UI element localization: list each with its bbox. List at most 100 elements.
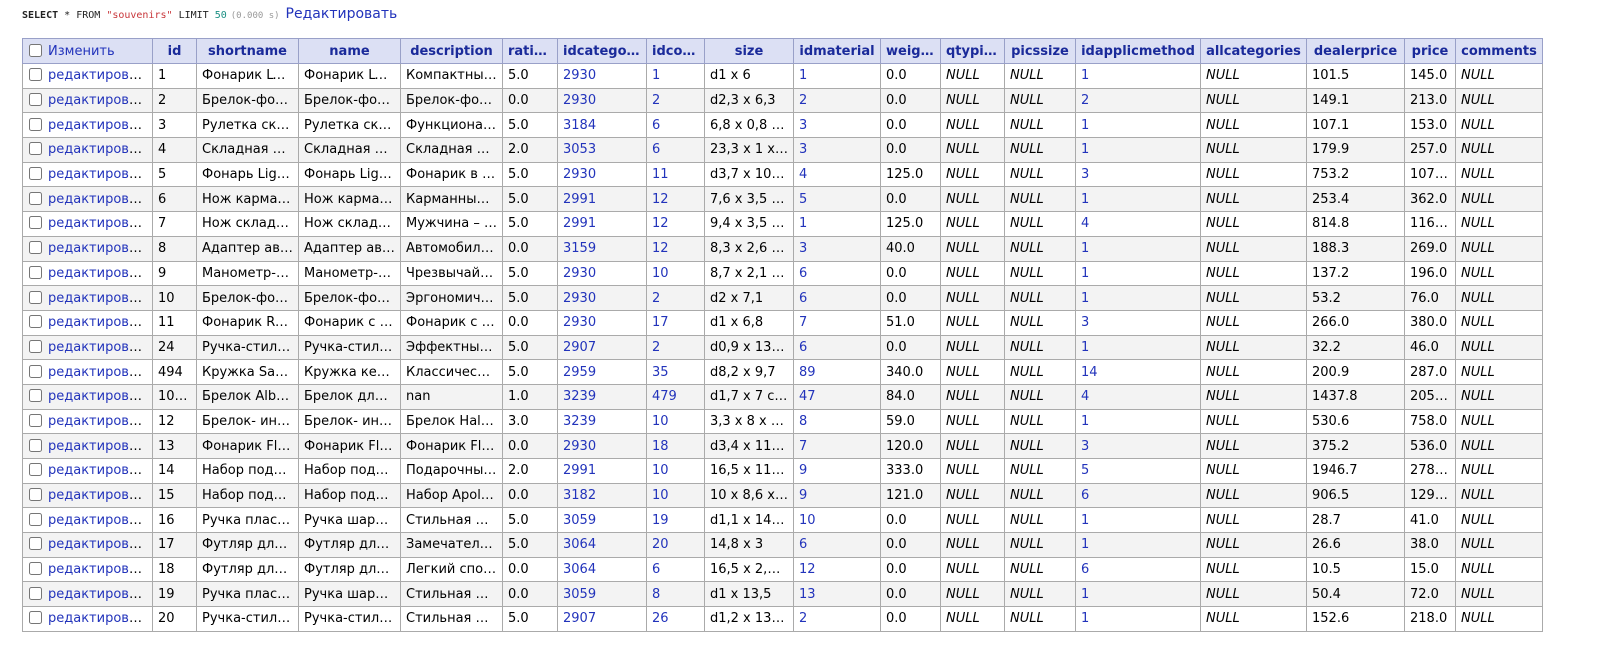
cell-idcolor[interactable]: 12 <box>646 235 705 262</box>
cell-idcategory[interactable]: 3239 <box>557 383 647 410</box>
row-checkbox[interactable] <box>29 265 42 279</box>
cell-idcategory[interactable]: 2991 <box>557 186 647 213</box>
cell-idcolor[interactable]: 8 <box>646 581 705 608</box>
cell-idcolor[interactable]: 35 <box>646 359 705 385</box>
row-edit-link[interactable]: редактировать <box>48 167 153 183</box>
cell-idcategory[interactable]: 2930 <box>557 63 647 89</box>
cell-idapplicmethod[interactable]: 1 <box>1075 112 1201 139</box>
cell-idapplicmethod[interactable]: 14 <box>1075 359 1201 385</box>
row-checkbox[interactable] <box>29 537 42 551</box>
column-header-name[interactable]: name <box>298 38 401 64</box>
row-edit-link[interactable]: редактировать <box>48 512 153 528</box>
column-header-idmaterial[interactable]: idmaterial <box>793 38 881 64</box>
column-header-description[interactable]: description <box>400 38 503 64</box>
select-all-label[interactable]: Изменить <box>48 43 115 59</box>
cell-idcategory[interactable]: 2930 <box>557 260 647 287</box>
row-checkbox[interactable] <box>29 290 42 304</box>
cell-idmaterial[interactable]: 5 <box>793 186 881 213</box>
cell-idapplicmethod[interactable]: 1 <box>1075 532 1201 558</box>
row-edit-link[interactable]: редактировать <box>48 537 153 553</box>
column-header-qtypics[interactable]: qtypics <box>940 38 1005 64</box>
row-checkbox[interactable] <box>29 142 42 156</box>
cell-idcategory[interactable]: 3159 <box>557 235 647 262</box>
cell-idapplicmethod[interactable]: 1 <box>1075 606 1201 632</box>
select-all-header[interactable]: Изменить <box>22 38 153 64</box>
row-checkbox[interactable] <box>29 364 42 378</box>
row-edit-link[interactable]: редактировать <box>48 216 153 232</box>
cell-idapplicmethod[interactable]: 3 <box>1075 433 1201 459</box>
column-header-comments[interactable]: comments <box>1455 38 1543 64</box>
cell-idcolor[interactable]: 10 <box>646 482 705 509</box>
cell-idapplicmethod[interactable]: 2 <box>1075 87 1201 114</box>
row-edit-link[interactable]: редактировать <box>48 611 153 627</box>
cell-idcategory[interactable]: 2930 <box>557 309 647 336</box>
cell-idmaterial[interactable]: 1 <box>793 211 881 237</box>
cell-idapplicmethod[interactable]: 1 <box>1075 235 1201 262</box>
cell-idcolor[interactable]: 19 <box>646 507 705 534</box>
cell-idapplicmethod[interactable]: 4 <box>1075 211 1201 237</box>
cell-idcolor[interactable]: 20 <box>646 532 705 558</box>
cell-idcategory[interactable]: 3239 <box>557 408 647 435</box>
cell-idcategory[interactable]: 2907 <box>557 334 647 361</box>
cell-idmaterial[interactable]: 9 <box>793 458 881 484</box>
cell-idcategory[interactable]: 3064 <box>557 556 647 583</box>
column-header-weight[interactable]: weight <box>880 38 941 64</box>
cell-idmaterial[interactable]: 2 <box>793 87 881 114</box>
column-header-allcategories[interactable]: allcategories <box>1200 38 1307 64</box>
cell-idmaterial[interactable]: 3 <box>793 112 881 139</box>
cell-idapplicmethod[interactable]: 1 <box>1075 63 1201 89</box>
cell-idmaterial[interactable]: 13 <box>793 581 881 608</box>
column-header-idcategory[interactable]: idcategory <box>557 38 647 64</box>
cell-idmaterial[interactable]: 47 <box>793 383 881 410</box>
row-edit-link[interactable]: редактировать <box>48 117 153 133</box>
cell-idcolor[interactable]: 10 <box>646 260 705 287</box>
cell-idmaterial[interactable]: 3 <box>793 235 881 262</box>
cell-idapplicmethod[interactable]: 3 <box>1075 309 1201 336</box>
cell-idmaterial[interactable]: 6 <box>793 260 881 287</box>
column-header-id[interactable]: id <box>152 38 197 64</box>
row-edit-link[interactable]: редактировать <box>48 586 153 602</box>
row-checkbox[interactable] <box>29 562 42 576</box>
cell-idmaterial[interactable]: 7 <box>793 309 881 336</box>
column-header-size[interactable]: size <box>704 38 794 64</box>
cell-idmaterial[interactable]: 12 <box>793 556 881 583</box>
column-header-idcolor[interactable]: idcolor <box>646 38 705 64</box>
row-edit-link[interactable]: редактировать <box>48 562 153 578</box>
edit-query-link[interactable]: Редактировать <box>285 6 398 22</box>
cell-idcategory[interactable]: 2959 <box>557 359 647 385</box>
row-edit-link[interactable]: редактировать <box>48 93 153 109</box>
cell-idcolor[interactable]: 10 <box>646 408 705 435</box>
cell-idmaterial[interactable]: 4 <box>793 161 881 188</box>
cell-idcategory[interactable]: 2930 <box>557 433 647 459</box>
cell-idcategory[interactable]: 3053 <box>557 137 647 163</box>
row-checkbox[interactable] <box>29 488 42 502</box>
column-header-shortname[interactable]: shortname <box>196 38 299 64</box>
row-checkbox[interactable] <box>29 117 42 131</box>
row-edit-link[interactable]: редактировать <box>48 241 153 257</box>
cell-idmaterial[interactable]: 6 <box>793 285 881 311</box>
cell-idapplicmethod[interactable]: 1 <box>1075 260 1201 287</box>
row-edit-link[interactable]: редактировать <box>48 142 153 158</box>
cell-idmaterial[interactable]: 2 <box>793 606 881 632</box>
cell-idcolor[interactable]: 6 <box>646 556 705 583</box>
cell-idcolor[interactable]: 479 <box>646 383 705 410</box>
cell-idapplicmethod[interactable]: 1 <box>1075 507 1201 534</box>
cell-idcategory[interactable]: 2991 <box>557 211 647 237</box>
cell-idapplicmethod[interactable]: 3 <box>1075 161 1201 188</box>
cell-idmaterial[interactable]: 6 <box>793 334 881 361</box>
cell-idcolor[interactable]: 2 <box>646 334 705 361</box>
cell-idcolor[interactable]: 1 <box>646 63 705 89</box>
cell-idmaterial[interactable]: 7 <box>793 433 881 459</box>
cell-idmaterial[interactable]: 1 <box>793 63 881 89</box>
cell-idcolor[interactable]: 6 <box>646 137 705 163</box>
row-checkbox[interactable] <box>29 438 42 452</box>
cell-idcolor[interactable]: 26 <box>646 606 705 632</box>
row-checkbox[interactable] <box>29 241 42 255</box>
cell-idcolor[interactable]: 2 <box>646 285 705 311</box>
row-edit-link[interactable]: редактировать <box>48 413 153 429</box>
column-header-idapplicmethod[interactable]: idapplicmethod <box>1075 38 1201 64</box>
cell-idcolor[interactable]: 12 <box>646 186 705 213</box>
cell-idapplicmethod[interactable]: 1 <box>1075 285 1201 311</box>
cell-idcolor[interactable]: 12 <box>646 211 705 237</box>
cell-idcolor[interactable]: 10 <box>646 458 705 484</box>
